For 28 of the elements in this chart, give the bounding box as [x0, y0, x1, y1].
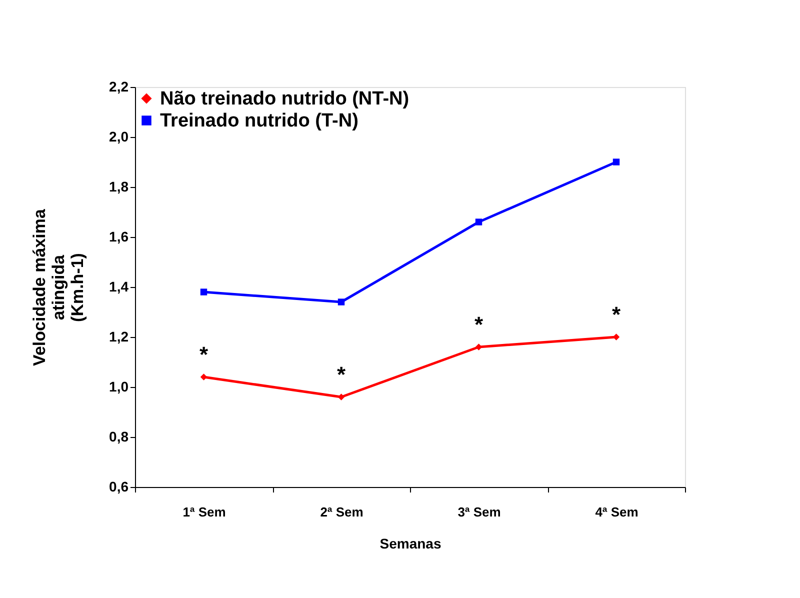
x-tick-label: 2ª Sem: [320, 504, 364, 520]
point: [338, 394, 345, 400]
annotation: *: [336, 362, 346, 387]
y-tick-label: 0,6: [109, 478, 129, 494]
annotation: *: [199, 342, 208, 367]
point: [338, 298, 345, 306]
x-tick-label: 1ª Sem: [182, 504, 226, 520]
y-tick-label: 1,0: [109, 378, 129, 394]
y-tick-label: 2,0: [109, 128, 129, 144]
legend-label: Não treinado nutrido (NT-N): [160, 88, 410, 110]
point: [612, 158, 620, 166]
y-tick-label: 1,6: [109, 228, 129, 244]
point: [475, 218, 482, 226]
annotation: *: [474, 312, 484, 337]
y-tick-label: 1,8: [109, 178, 129, 194]
annotation: *: [612, 302, 621, 327]
point: [200, 374, 208, 380]
y-tick-label: 1,2: [109, 328, 129, 344]
point: [200, 288, 208, 296]
y-axis-title: Velocidade máxima atingida (Km.h-1): [30, 208, 88, 366]
y-tick-label: 1,4: [109, 278, 129, 294]
x-axis-title: Semanas: [380, 536, 442, 552]
x-tick-label: 4ª Sem: [595, 504, 638, 520]
y-tick-label: 0,8: [109, 428, 129, 444]
point: [612, 334, 620, 340]
x-tick-label: 3ª Sem: [458, 504, 501, 520]
legend-label: Treinado nutrido (T-N): [160, 110, 358, 132]
y-tick-label: 2,2: [109, 78, 129, 94]
